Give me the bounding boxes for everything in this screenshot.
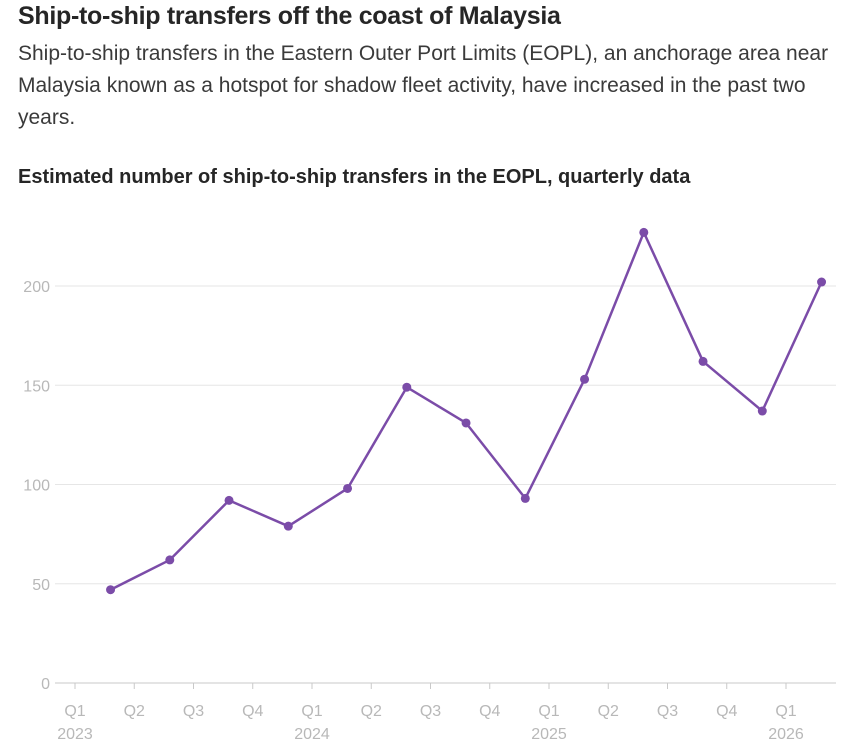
x-tick-label: Q3 [420,703,441,720]
x-tick-label: Q1 [775,703,796,720]
data-point [165,555,175,565]
x-tick-label: Q4 [242,703,263,720]
y-tick-label: 200 [23,279,50,296]
x-tick-label: Q1 [64,703,85,720]
page-subtitle: Ship-to-ship transfers in the Eastern Ou… [18,42,829,129]
data-point [757,406,767,416]
y-tick-label: 150 [23,378,50,395]
y-tick-label: 0 [41,676,50,693]
page-title: Ship-to-ship transfers off the coast of … [18,2,561,30]
data-point [580,374,590,384]
data-point [106,585,116,595]
x-axis: Q1 Q2 Q3 Q4 Q1 Q2 Q3 Q4 Q1 Q2 Q3 Q4 Q1 2023 2024 2025 20… [57,683,804,743]
x-tick-label: Q2 [598,703,619,720]
series-layer [106,227,827,595]
x-tick-label: Q2 [124,703,145,720]
year-label: 2026 [768,726,804,743]
data-point [639,227,649,237]
x-tick-label: Q4 [479,703,500,720]
y-tick-label: 50 [32,577,50,594]
data-point [402,382,412,392]
x-tick-label: Q2 [361,703,382,720]
data-point [520,493,530,503]
x-tick-label: Q4 [716,703,737,720]
data-point [224,495,234,505]
year-label: 2024 [294,726,330,743]
x-tick-label: Q3 [657,703,678,720]
x-tick-label: Q3 [183,703,204,720]
chart-title: Estimated number of ship-to-ship transfe… [18,166,691,188]
data-point [283,521,293,531]
x-tick-label: Q1 [538,703,559,720]
year-label: 2023 [57,726,93,743]
y-tick-label: 100 [23,478,50,495]
year-label: 2025 [531,726,567,743]
x-tick-label: Q1 [301,703,322,720]
data-point [817,277,827,287]
data-point [698,356,708,366]
data-point [343,483,353,493]
data-point [461,418,471,428]
grid-lines: 0 50 100 150 200 [23,279,836,693]
